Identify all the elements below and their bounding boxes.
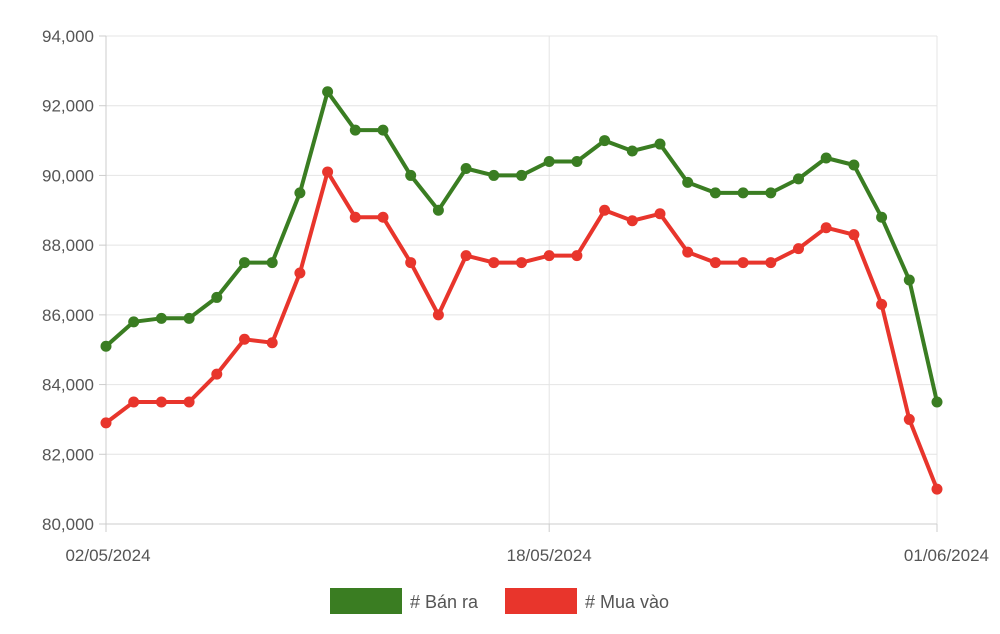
data-point: [183, 312, 195, 324]
data-point: [377, 211, 389, 223]
data-point: [848, 159, 860, 171]
data-point: [654, 138, 666, 150]
data-point: [654, 208, 666, 220]
data-point: [100, 417, 112, 429]
data-point: [516, 257, 527, 269]
data-point: [626, 145, 638, 157]
data-point: [516, 169, 527, 181]
legend-label: # Bán ra: [410, 592, 479, 612]
data-point: [488, 169, 500, 181]
data-point: [266, 257, 278, 269]
data-point: [460, 162, 472, 174]
data-point: [599, 135, 611, 147]
x-tick-label: 18/05/2024: [507, 546, 592, 565]
data-point: [294, 267, 306, 279]
data-point: [211, 291, 223, 303]
data-point: [155, 396, 167, 408]
series-layer: [100, 86, 943, 495]
data-point: [322, 86, 334, 98]
data-point: [820, 152, 832, 164]
legend-swatch: [505, 588, 577, 614]
data-point: [599, 204, 611, 216]
data-point: [793, 173, 804, 185]
data-point: [128, 396, 140, 408]
data-point: [682, 176, 694, 188]
data-point: [931, 396, 943, 408]
legend-swatch: [330, 588, 402, 614]
y-tick-label: 84,000: [42, 376, 94, 395]
data-point: [266, 337, 278, 349]
data-point: [543, 155, 555, 167]
data-point: [405, 169, 417, 181]
data-point: [571, 155, 583, 167]
data-point: [322, 166, 334, 178]
data-point: [571, 250, 583, 262]
data-point: [543, 250, 555, 262]
data-point: [903, 413, 915, 425]
data-point: [294, 187, 306, 199]
y-tick-label: 82,000: [42, 445, 94, 464]
data-point: [820, 222, 832, 234]
data-point: [211, 368, 223, 380]
data-point: [432, 204, 444, 216]
data-point: [765, 187, 777, 199]
series-0: [100, 86, 943, 408]
data-point: [793, 243, 804, 255]
y-tick-label: 80,000: [42, 515, 94, 534]
y-tick-label: 86,000: [42, 306, 94, 325]
data-point: [349, 124, 361, 136]
data-point: [737, 257, 749, 269]
data-point: [155, 312, 167, 324]
data-point: [377, 124, 389, 136]
data-point: [239, 257, 250, 269]
data-point: [709, 257, 721, 269]
series-1: [100, 166, 943, 495]
x-tick-label: 01/06/2024: [904, 546, 989, 565]
data-point: [737, 187, 749, 199]
data-point: [432, 309, 444, 321]
legend-label: # Mua vào: [585, 592, 669, 612]
data-point: [128, 316, 140, 328]
data-point: [876, 211, 888, 223]
y-tick-label: 90,000: [42, 166, 94, 185]
data-point: [848, 229, 860, 241]
data-point: [239, 333, 250, 345]
data-point: [488, 257, 500, 269]
data-point: [709, 187, 721, 199]
data-point: [876, 298, 888, 310]
legend: # Bán ra # Mua vào: [330, 588, 669, 614]
data-point: [405, 257, 417, 269]
data-point: [626, 215, 638, 227]
data-point: [903, 274, 915, 286]
y-tick-label: 88,000: [42, 236, 94, 255]
y-tick-label: 94,000: [42, 27, 94, 46]
y-tick-label: 92,000: [42, 97, 94, 116]
data-point: [682, 246, 694, 258]
axes: 80,000 82,000 84,000 86,000 88,000 90,000 92,0…: [42, 27, 989, 565]
series-line: [104, 169, 939, 492]
data-point: [349, 211, 361, 223]
data-point: [765, 257, 777, 269]
data-point: [183, 396, 195, 408]
data-point: [460, 250, 472, 262]
data-point: [100, 340, 112, 352]
data-point: [931, 483, 943, 495]
x-tick-label: 02/05/2024: [65, 546, 150, 565]
